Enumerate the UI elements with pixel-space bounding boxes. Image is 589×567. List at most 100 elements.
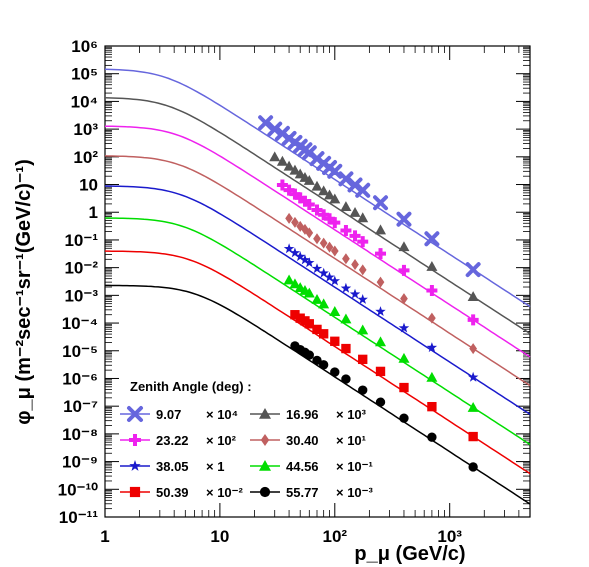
data-point	[259, 408, 271, 419]
data-point	[330, 367, 340, 377]
data-point	[340, 313, 352, 324]
data-point	[424, 231, 440, 247]
data-point	[330, 245, 339, 257]
y-tick-label: 10²	[73, 148, 98, 167]
legend-item-38.05: 38.05 × 1	[120, 459, 224, 474]
data-point	[426, 371, 438, 382]
legend-series-name: 9.07	[156, 407, 181, 422]
data-point	[468, 431, 478, 442]
data-point	[329, 217, 341, 229]
data-point	[329, 275, 340, 286]
series-44.56	[283, 274, 479, 412]
data-point	[305, 227, 314, 239]
fit-curve-16.96	[104, 97, 531, 335]
y-tick-label: 10⁻¹	[64, 231, 98, 250]
data-point	[129, 486, 141, 498]
plot-frame	[104, 45, 531, 518]
data-point	[301, 223, 309, 235]
y-tick-label: 1	[89, 203, 98, 222]
data-point	[465, 262, 481, 278]
data-point	[349, 230, 361, 242]
data-point	[426, 261, 438, 271]
data-point	[329, 306, 341, 316]
x-tick-label: 1	[100, 527, 109, 546]
y-tick-label: 10⁻³	[64, 286, 98, 305]
data-point	[351, 258, 359, 270]
data-point	[426, 284, 438, 296]
data-point	[398, 241, 410, 252]
data-point	[467, 314, 479, 326]
y-axis-title: φ_μ (m⁻²sec⁻¹sr⁻¹(GeV/c)⁻¹)	[13, 159, 35, 425]
data-point	[324, 189, 336, 200]
series-16.96	[269, 151, 479, 302]
y-tick-label: 10⁻⁵	[62, 342, 98, 361]
data-point	[398, 352, 410, 363]
y-tick-label: 10³	[73, 120, 98, 139]
data-point	[304, 257, 315, 268]
data-point	[358, 264, 367, 276]
data-point	[426, 342, 438, 353]
legend-item-55.77: 55.77 × 10⁻³	[250, 485, 374, 500]
data-point	[375, 306, 386, 316]
data-point	[469, 343, 477, 355]
series-9.07	[258, 115, 481, 278]
legend-series-name: 30.40	[286, 433, 319, 448]
legend-series-scale: × 10³	[336, 407, 367, 422]
data-point	[295, 251, 306, 262]
fit-curve-44.56	[105, 217, 531, 446]
data-point	[467, 371, 479, 382]
data-point	[283, 184, 295, 196]
data-point	[327, 163, 343, 179]
data-point	[129, 460, 141, 471]
data-point	[340, 282, 352, 293]
data-point	[289, 247, 301, 258]
fit-curve-23.22	[104, 125, 531, 358]
data-point	[398, 322, 410, 333]
legend-title: Zenith Angle (deg) :	[130, 379, 252, 394]
data-point	[318, 329, 329, 339]
data-point	[342, 253, 350, 265]
data-point	[396, 211, 412, 227]
y-tick-label: 10	[79, 176, 98, 195]
legend-item-30.40: 30.40 × 10¹	[250, 433, 366, 448]
data-point	[324, 271, 335, 282]
data-point	[289, 164, 301, 175]
data-point	[269, 151, 281, 162]
data-point	[400, 293, 408, 305]
data-point	[375, 366, 386, 377]
y-tick-label: 10⁻⁶	[62, 369, 98, 388]
data-point	[467, 401, 479, 412]
data-point	[276, 155, 288, 166]
data-point	[311, 180, 323, 191]
data-point	[468, 462, 478, 472]
data-point	[358, 385, 368, 395]
data-point	[311, 263, 323, 274]
legend-series-name: 55.77	[286, 485, 319, 500]
data-point	[340, 224, 352, 236]
data-point	[276, 179, 288, 191]
legend-item-50.39: 50.39 × 10⁻²	[120, 485, 244, 500]
series-30.40	[285, 212, 477, 355]
data-point	[357, 212, 369, 223]
x-tick-label: 10²	[323, 527, 348, 546]
data-point	[304, 350, 314, 360]
data-point	[318, 209, 330, 221]
data-point	[375, 224, 387, 235]
data-point	[283, 243, 295, 254]
data-point	[129, 434, 141, 446]
data-point	[313, 233, 321, 245]
legend-series-name: 44.56	[286, 459, 319, 474]
data-point	[127, 406, 143, 422]
data-point	[357, 236, 369, 248]
y-tick-label: 10⁶	[71, 37, 98, 56]
legend-series-name: 23.22	[156, 433, 189, 448]
data-point	[283, 274, 295, 285]
data-point	[325, 241, 334, 253]
data-point	[349, 288, 361, 299]
data-point	[349, 206, 361, 217]
data-point	[299, 254, 311, 265]
data-point	[303, 199, 315, 211]
data-point	[259, 486, 271, 498]
legend-series-name: 38.05	[156, 459, 189, 474]
